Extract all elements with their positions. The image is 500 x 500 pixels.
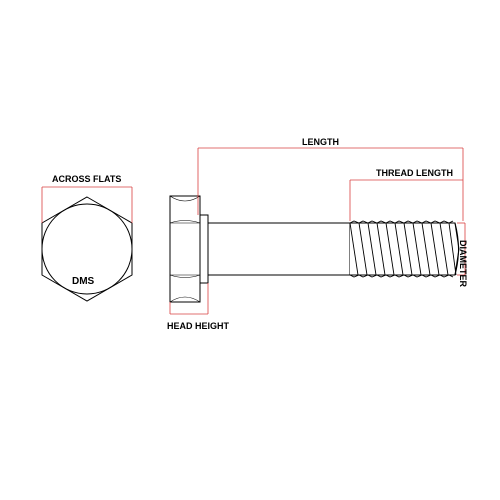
label-thread-length: THREAD LENGTH — [376, 168, 453, 178]
diagram-svg — [0, 0, 500, 500]
label-length: LENGTH — [302, 137, 339, 147]
label-diameter: DIAMETER — [458, 240, 468, 287]
bolt-side-view — [170, 196, 459, 302]
label-head-height: HEAD HEIGHT — [167, 321, 229, 331]
label-across-flats: ACROSS FLATS — [52, 174, 121, 184]
bolt-diagram: ACROSS FLATS DMS LENGTH THREAD LENGTH HE… — [0, 0, 500, 500]
label-dms: DMS — [72, 276, 94, 287]
